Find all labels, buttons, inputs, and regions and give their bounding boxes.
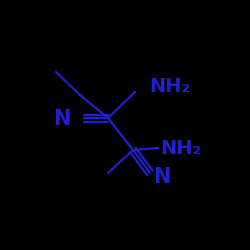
- Text: NH₂: NH₂: [149, 76, 190, 96]
- Text: N: N: [53, 109, 71, 129]
- Text: N: N: [153, 167, 171, 187]
- Text: NH₂: NH₂: [160, 138, 201, 158]
